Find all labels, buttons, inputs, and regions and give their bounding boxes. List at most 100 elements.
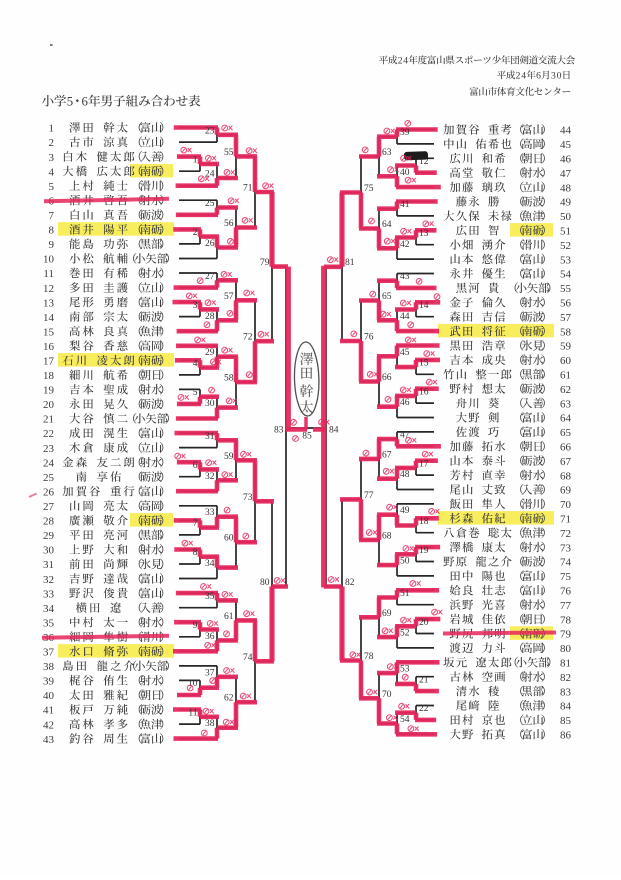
svg-text:15: 15 <box>419 359 429 369</box>
svg-text:9: 9 <box>49 239 55 251</box>
svg-text:53: 53 <box>400 665 410 675</box>
svg-text:17: 17 <box>43 356 55 368</box>
svg-text:50: 50 <box>400 557 410 567</box>
svg-text:54: 54 <box>400 715 410 725</box>
svg-text:2: 2 <box>398 56 403 67</box>
svg-text:70: 70 <box>560 499 572 511</box>
svg-text:39: 39 <box>400 128 410 138</box>
svg-text:18: 18 <box>419 517 429 527</box>
svg-text:64: 64 <box>560 413 572 425</box>
svg-text:52: 52 <box>400 629 410 639</box>
svg-text:80: 80 <box>560 643 572 655</box>
svg-text:59: 59 <box>560 341 572 353</box>
svg-text:11: 11 <box>188 708 197 718</box>
svg-text:67: 67 <box>382 450 392 460</box>
svg-text:36: 36 <box>205 632 215 642</box>
svg-text:74: 74 <box>560 557 572 569</box>
svg-text:19: 19 <box>419 546 429 556</box>
svg-text:69: 69 <box>382 609 392 619</box>
svg-text:84: 84 <box>329 426 339 436</box>
svg-text:71: 71 <box>560 514 571 526</box>
svg-text:17: 17 <box>419 459 429 469</box>
svg-text:14: 14 <box>43 312 55 324</box>
svg-text:22: 22 <box>43 428 54 440</box>
svg-text:8: 8 <box>49 225 55 237</box>
svg-text:3: 3 <box>49 152 55 164</box>
svg-text:0: 0 <box>557 71 562 82</box>
svg-text:4: 4 <box>49 166 55 178</box>
svg-text:67: 67 <box>560 456 572 468</box>
svg-text:30: 30 <box>43 545 55 557</box>
svg-text:10: 10 <box>188 679 198 689</box>
svg-text:73: 73 <box>560 542 572 554</box>
svg-text:81: 81 <box>560 658 571 670</box>
svg-text:29: 29 <box>43 530 55 542</box>
svg-text:15: 15 <box>43 326 55 338</box>
svg-text:79: 79 <box>560 629 572 641</box>
svg-text:21: 21 <box>419 675 429 685</box>
svg-text:81: 81 <box>345 258 355 268</box>
svg-text:83: 83 <box>560 686 572 698</box>
svg-text:84: 84 <box>560 701 572 713</box>
svg-text:38: 38 <box>205 719 215 729</box>
svg-text:34: 34 <box>205 559 215 569</box>
svg-text:23: 23 <box>43 443 55 455</box>
svg-text:75: 75 <box>560 571 572 583</box>
svg-text:83: 83 <box>274 426 284 436</box>
svg-text:53: 53 <box>560 254 572 266</box>
svg-text:5: 5 <box>49 181 55 193</box>
svg-text:4: 4 <box>193 359 198 369</box>
svg-text:50: 50 <box>560 211 572 223</box>
svg-text:13: 13 <box>419 229 429 239</box>
svg-text:5: 5 <box>193 388 198 398</box>
svg-text:49: 49 <box>400 506 410 516</box>
svg-text:3: 3 <box>551 71 556 82</box>
svg-text:28: 28 <box>43 516 55 528</box>
svg-text:6: 6 <box>81 95 88 109</box>
svg-text:44: 44 <box>560 125 572 137</box>
svg-text:35: 35 <box>43 617 55 629</box>
svg-text:29: 29 <box>205 348 215 358</box>
svg-text:76: 76 <box>560 586 572 598</box>
svg-text:27: 27 <box>43 501 55 513</box>
svg-text:51: 51 <box>560 226 571 238</box>
svg-text:57: 57 <box>224 292 234 302</box>
svg-text:14: 14 <box>419 301 429 311</box>
svg-text:23: 23 <box>205 126 215 136</box>
svg-text:44: 44 <box>400 312 410 322</box>
svg-text:68: 68 <box>382 531 392 541</box>
svg-text:57: 57 <box>560 312 572 324</box>
svg-text:48: 48 <box>560 182 572 194</box>
svg-text:18: 18 <box>43 370 55 382</box>
svg-text:76: 76 <box>364 333 374 343</box>
svg-text:79: 79 <box>260 258 270 268</box>
svg-text:82: 82 <box>560 672 571 684</box>
svg-text:12: 12 <box>43 283 54 295</box>
svg-text:74: 74 <box>243 653 253 663</box>
svg-text:58: 58 <box>224 374 234 384</box>
svg-text:77: 77 <box>364 491 374 501</box>
svg-text:1: 1 <box>49 123 55 135</box>
svg-text:41: 41 <box>43 705 54 717</box>
svg-text:56: 56 <box>224 219 234 229</box>
svg-text:43: 43 <box>400 272 410 282</box>
svg-text:20: 20 <box>43 399 55 411</box>
svg-text:46: 46 <box>560 154 572 166</box>
svg-text:41: 41 <box>400 200 410 210</box>
svg-text:56: 56 <box>560 298 572 310</box>
svg-text:80: 80 <box>260 578 270 588</box>
svg-text:75: 75 <box>364 184 374 194</box>
svg-text:4: 4 <box>521 71 526 82</box>
svg-text:33: 33 <box>205 508 215 518</box>
svg-text:58: 58 <box>560 326 572 338</box>
svg-text:9: 9 <box>193 621 198 631</box>
svg-text:63: 63 <box>560 398 572 410</box>
svg-text:61: 61 <box>224 612 234 622</box>
svg-text:72: 72 <box>560 528 571 540</box>
svg-text:6: 6 <box>536 71 541 82</box>
svg-text:32: 32 <box>43 574 54 586</box>
svg-text:1: 1 <box>193 155 198 165</box>
svg-text:77: 77 <box>560 600 572 612</box>
svg-text:5: 5 <box>67 95 73 109</box>
svg-text:82: 82 <box>345 578 355 588</box>
